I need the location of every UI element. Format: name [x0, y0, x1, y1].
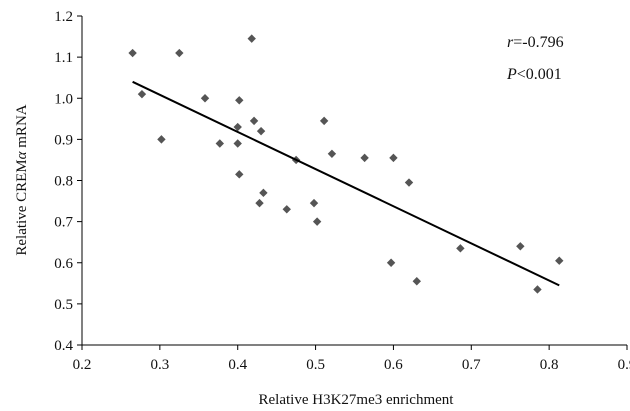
trendline — [133, 82, 560, 286]
correlation-stat: r=-0.796 — [507, 34, 564, 51]
y-axis-label-suffix: mRNA — [14, 104, 30, 151]
y-tick-label: 0.5 — [54, 297, 73, 313]
y-tick-label: 1.1 — [54, 50, 73, 66]
data-point — [259, 189, 267, 197]
data-point — [138, 90, 146, 98]
data-point — [405, 178, 413, 186]
y-tick-label: 0.4 — [54, 338, 73, 354]
data-point — [157, 135, 165, 143]
data-point — [313, 217, 321, 225]
data-point — [128, 49, 136, 57]
data-point — [283, 205, 291, 213]
x-tick-label: 0.2 — [73, 357, 92, 373]
data-point — [533, 285, 541, 293]
data-point — [310, 199, 318, 207]
y-tick-label: 1.2 — [54, 9, 73, 25]
y-tick-label: 0.6 — [54, 256, 73, 272]
y-axis-label: Relative CREMα mRNA — [14, 104, 30, 255]
y-tick-label: 0.7 — [54, 215, 73, 231]
data-point — [201, 94, 209, 102]
data-point — [413, 277, 421, 285]
data-point — [248, 34, 256, 42]
x-tick-label: 0.4 — [228, 357, 247, 373]
data-point — [360, 154, 368, 162]
p-value: <0.001 — [517, 66, 562, 83]
data-point — [216, 139, 224, 147]
x-axis-ticks: 0.2 0.3 0.4 0.5 0.6 0.7 0.8 0.9 — [73, 345, 630, 373]
p-value-stat: P<0.001 — [506, 66, 562, 83]
y-tick-label: 0.9 — [54, 132, 73, 148]
data-point — [250, 117, 258, 125]
data-point — [555, 256, 563, 264]
y-axis-ticks: 0.4 0.5 0.6 0.7 0.8 0.9 1.0 1.1 1.2 — [54, 9, 82, 354]
y-tick-label: 0.8 — [54, 174, 73, 190]
r-value: =-0.796 — [513, 34, 563, 51]
data-point — [234, 139, 242, 147]
y-tick-label: 1.0 — [54, 91, 73, 107]
data-point — [320, 117, 328, 125]
data-point — [328, 150, 336, 158]
x-axis-label: Relative H3K27me3 enrichment — [259, 392, 455, 408]
data-points — [128, 34, 563, 293]
data-point — [516, 242, 524, 250]
x-tick-label: 0.5 — [306, 357, 325, 373]
trendline-group — [133, 82, 560, 286]
data-point — [255, 199, 263, 207]
x-tick-label: 0.9 — [618, 357, 630, 373]
data-point — [175, 49, 183, 57]
data-point — [257, 127, 265, 135]
data-point — [235, 96, 243, 104]
x-tick-label: 0.8 — [540, 357, 559, 373]
data-point — [387, 259, 395, 267]
data-point — [456, 244, 464, 252]
p-symbol: P — [506, 66, 517, 83]
data-point — [389, 154, 397, 162]
data-point — [235, 170, 243, 178]
y-axis-label-prefix: Relative CREM — [14, 159, 30, 255]
x-tick-label: 0.3 — [150, 357, 169, 373]
x-tick-label: 0.7 — [462, 357, 481, 373]
x-tick-label: 0.6 — [384, 357, 403, 373]
